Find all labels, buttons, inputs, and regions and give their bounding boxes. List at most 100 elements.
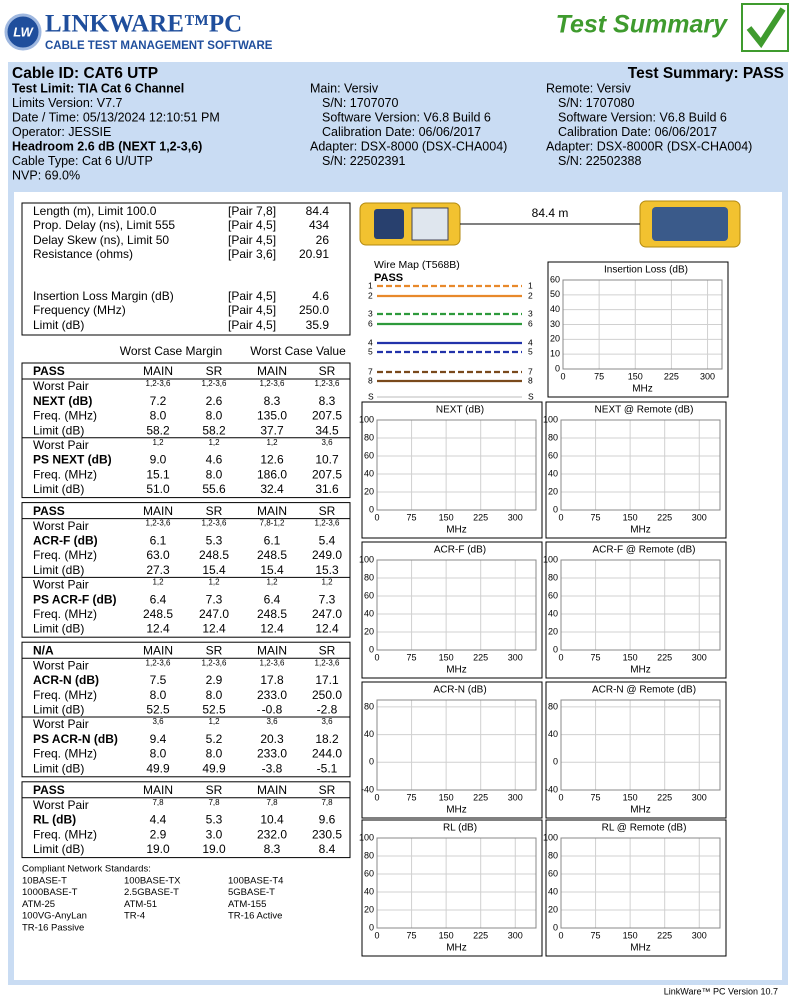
cell-freq: 8.0 xyxy=(206,409,223,423)
cell-value: 10.7 xyxy=(315,453,339,467)
x-tick-label: 0 xyxy=(374,792,379,802)
worst-pair: 7,8 xyxy=(152,798,164,807)
y-tick-label: 80 xyxy=(548,701,558,711)
standard: 100VG-AnyLan xyxy=(22,911,87,922)
row-label: ACR-F (dB) xyxy=(33,533,98,547)
info-remote: Adapter: DSX-8000R (DSX-CHA004) xyxy=(546,139,752,153)
cell-value: 7.3 xyxy=(319,592,336,606)
column-header: SR xyxy=(206,504,223,518)
cell-limit: 12.4 xyxy=(146,622,170,636)
block-status: PASS xyxy=(33,783,65,797)
y-tick-label: 60 xyxy=(548,868,558,878)
info-remote: Software Version: V6.8 Build 6 xyxy=(558,110,727,124)
pin-left: 7 xyxy=(368,366,373,376)
pin-right: 1 xyxy=(528,280,533,290)
worst-pair: 3,6 xyxy=(321,717,333,726)
y-tick-label: 0 xyxy=(369,757,374,767)
standard: 10BASE-T xyxy=(22,876,67,887)
row-label: Limit (dB) xyxy=(33,622,84,636)
cell-value: 6.1 xyxy=(150,533,167,547)
worst-pair: 7,8 xyxy=(321,798,333,807)
chart-frame xyxy=(361,541,543,679)
worst-pair: 7,8-1,2 xyxy=(260,519,285,528)
x-tick-label: 300 xyxy=(692,792,707,802)
cell-limit: 52.5 xyxy=(202,702,226,716)
standard: 5GBASE-T xyxy=(228,887,275,898)
cell-value: 5.4 xyxy=(319,533,336,547)
column-header: MAIN xyxy=(257,504,287,518)
row-label: Freq. (MHz) xyxy=(33,409,97,423)
pin-left: 5 xyxy=(368,346,373,356)
cell-value: 9.0 xyxy=(150,453,167,467)
chart-title: ACR-F @ Remote (dB) xyxy=(593,545,696,556)
y-tick-label: 40 xyxy=(364,608,374,618)
cell-value: 2.9 xyxy=(206,673,223,687)
x-tick-label: 75 xyxy=(591,652,601,662)
pin-right: 7 xyxy=(528,366,533,376)
chart-frame xyxy=(545,541,727,679)
y-tick-label: 60 xyxy=(550,274,560,284)
y-tick-label: 0 xyxy=(553,757,558,767)
pin-right: 2 xyxy=(528,290,533,300)
info-left: Limits Version: V7.7 xyxy=(12,96,123,110)
cell-limit: -3.8 xyxy=(262,761,283,775)
y-tick-label: 0 xyxy=(555,363,560,373)
x-tick-label: 0 xyxy=(558,652,563,662)
y-tick-label: -40 xyxy=(545,784,558,794)
cell-value: 5.3 xyxy=(206,813,223,827)
x-tick-label: 300 xyxy=(692,930,707,940)
y-tick-label: 20 xyxy=(550,334,560,344)
row-label: Freq. (MHz) xyxy=(33,827,97,841)
chart-frame xyxy=(361,401,543,539)
cell-limit: 12.4 xyxy=(260,622,284,636)
report-title: Test Summary xyxy=(556,11,728,39)
measure-label: Limit (dB) xyxy=(33,318,84,332)
y-tick-label: 60 xyxy=(364,450,374,460)
y-tick-label: 100 xyxy=(359,832,374,842)
cell-freq: 232.0 xyxy=(257,827,287,841)
info-left: Cable Type: Cat 6 U/UTP xyxy=(12,154,153,168)
column-header: MAIN xyxy=(143,364,173,378)
x-tick-label: 150 xyxy=(623,652,638,662)
worst-pair: 1,2 xyxy=(208,717,220,726)
cell-freq: 230.5 xyxy=(312,827,342,841)
shield-right: S xyxy=(528,391,534,401)
y-tick-label: 20 xyxy=(364,904,374,914)
chart-title: Insertion Loss (dB) xyxy=(604,265,688,276)
info-left: NVP: 69.0% xyxy=(12,168,80,182)
table-header: Worst Case Value xyxy=(250,344,346,358)
worst-pair: 7,8 xyxy=(208,798,220,807)
measure-label: Resistance (ohms) xyxy=(33,247,133,261)
cell-limit: 27.3 xyxy=(146,563,170,577)
cell-limit: -0.8 xyxy=(262,702,283,716)
cell-limit: 52.5 xyxy=(146,702,170,716)
measure-value: 35.9 xyxy=(306,318,330,332)
y-tick-label: 20 xyxy=(548,626,558,636)
cell-freq: 2.9 xyxy=(150,827,167,841)
x-tick-label: 225 xyxy=(657,792,672,802)
worst-pair: 1,2-3,6 xyxy=(202,519,227,528)
info-remote: S/N: 22502388 xyxy=(558,154,641,168)
info-main: S/N: 1707070 xyxy=(322,96,398,110)
x-tick-label: 0 xyxy=(374,512,379,522)
measure-pair: [Pair 4,5] xyxy=(228,289,276,303)
y-tick-label: 20 xyxy=(548,904,558,914)
tagline: CABLE TEST MANAGEMENT SOFTWARE xyxy=(45,40,273,52)
cell-freq: 207.5 xyxy=(312,467,342,481)
plot-area xyxy=(560,559,721,651)
row-label: Worst Pair xyxy=(33,578,89,592)
worst-pair: 1,2 xyxy=(208,438,220,447)
worst-pair: 1,2-3,6 xyxy=(315,379,340,388)
row-label: Limit (dB) xyxy=(33,761,84,775)
y-tick-label: 0 xyxy=(553,504,558,514)
cell-limit: 15.3 xyxy=(315,563,339,577)
cell-freq: 8.0 xyxy=(150,409,167,423)
device-button-pad xyxy=(374,209,404,239)
x-tick-label: 300 xyxy=(508,792,523,802)
cell-freq: 3.0 xyxy=(206,827,223,841)
block-status: PASS xyxy=(33,364,65,378)
cell-freq: 248.5 xyxy=(199,548,229,562)
measure-label: Delay Skew (ns), Limit 50 xyxy=(33,233,169,247)
y-tick-label: 40 xyxy=(548,886,558,896)
